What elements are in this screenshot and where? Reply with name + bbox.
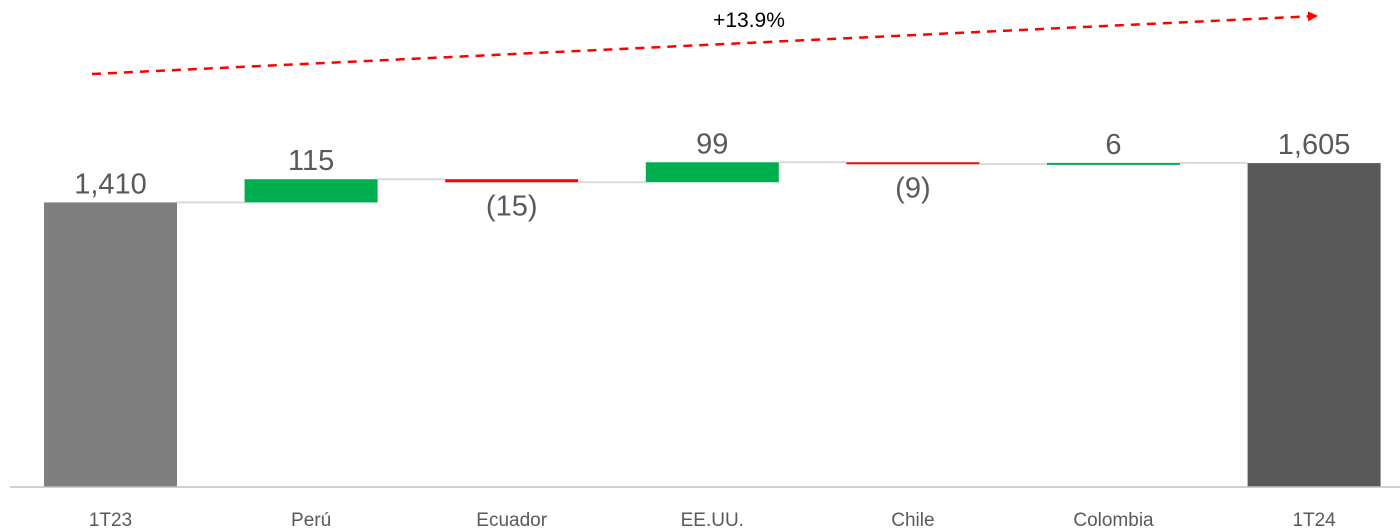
bar-ecuador (445, 179, 579, 183)
connector-lines (177, 161, 1248, 204)
category-label-ee-uu: EE.UU. (681, 510, 744, 531)
category-labels: 1T23 Perú Ecuador EE.UU. Chile Colombia 1T24 (89, 510, 1336, 531)
bar-peru (244, 179, 378, 203)
category-label-1t23: 1T23 (89, 510, 132, 531)
growth-indicator: +13.9% (91, 9, 1318, 76)
category-label-peru: Perú (291, 510, 331, 531)
bar-colombia (1047, 162, 1180, 165)
value-labels: 1,410 115 (15) 99 (9) 6 1,605 (74, 128, 1350, 222)
bar-ee-uu (645, 162, 779, 183)
bar-chile (846, 162, 980, 165)
category-label-colombia: Colombia (1073, 510, 1154, 531)
bar-1t23 (44, 202, 177, 487)
value-label-1t23: 1,410 (74, 168, 147, 200)
growth-arrow (91, 11, 1318, 76)
value-label-1t24: 1,605 (1278, 129, 1351, 161)
value-label-peru: 115 (288, 145, 334, 177)
bar-1t24 (1247, 163, 1381, 487)
bars (44, 162, 1381, 487)
value-label-ecuador: (15) (486, 190, 538, 222)
value-label-ee-uu: 99 (696, 128, 728, 160)
value-label-chile: (9) (895, 172, 930, 204)
category-label-1t24: 1T24 (1292, 510, 1336, 531)
growth-label: +13.9% (713, 9, 785, 32)
category-label-chile: Chile (891, 510, 934, 531)
category-label-ecuador: Ecuador (476, 510, 547, 531)
value-label-colombia: 6 (1105, 129, 1121, 161)
